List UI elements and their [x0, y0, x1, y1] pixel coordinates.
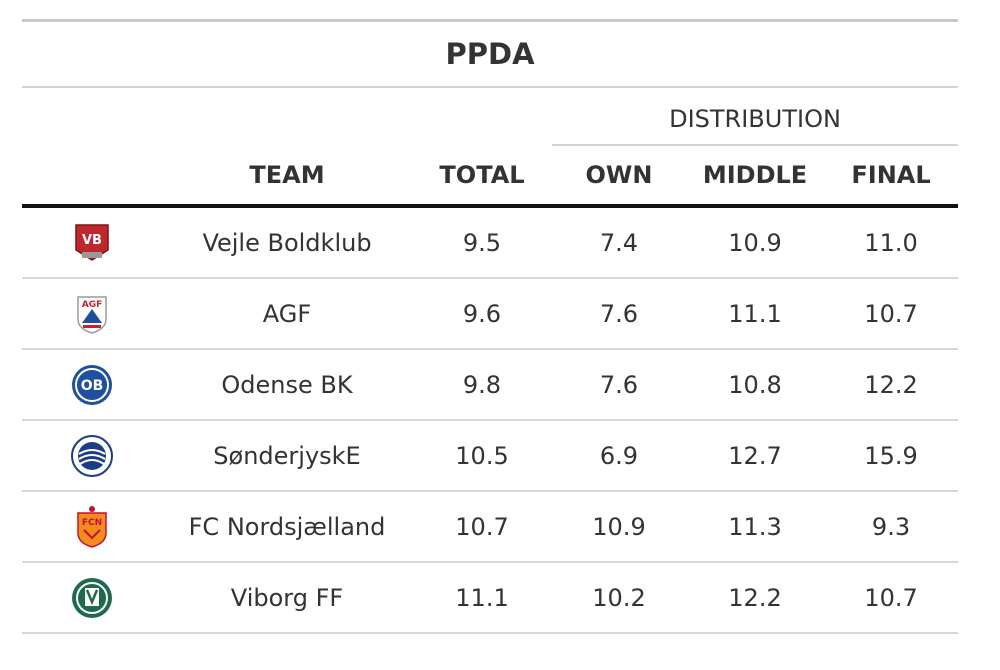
middle-value: 12.2	[686, 562, 824, 634]
middle-value: 10.9	[686, 206, 824, 279]
own-value: 10.9	[552, 491, 686, 563]
team-logo: VB	[22, 206, 162, 279]
team-logo: OB	[22, 349, 162, 421]
header-row: TEAM TOTAL OWN MIDDLE FINAL	[22, 146, 959, 208]
top-rule	[22, 19, 958, 22]
middle-value: 12.7	[686, 420, 824, 492]
team-name: SønderjyskE	[162, 420, 412, 492]
team-name: FC Nordsjælland	[162, 491, 412, 563]
viborg-crest-icon	[72, 577, 112, 618]
vejle-crest-icon: VB	[75, 223, 109, 261]
final-value: 12.2	[824, 349, 959, 421]
final-value: 10.7	[824, 562, 959, 634]
svg-text:VB: VB	[82, 233, 102, 248]
logo-header	[22, 146, 162, 208]
team-name: Vejle Boldklub	[162, 206, 412, 279]
svg-text:FCN: FCN	[82, 518, 102, 528]
total-value: 11.1	[412, 562, 552, 634]
agf-crest-icon: AGF	[77, 295, 107, 334]
final-value: 15.9	[824, 420, 959, 492]
table-row: FCN FC Nordsjælland 10.7 10.9 11.3 9.3	[22, 491, 959, 563]
fcn-crest-icon: FCN	[77, 505, 107, 548]
total-header: TOTAL	[412, 146, 552, 208]
distribution-spanner: DISTRIBUTION	[552, 88, 959, 146]
table-title: PPDA	[22, 22, 958, 88]
team-header: TEAM	[162, 146, 412, 208]
total-value: 9.6	[412, 278, 552, 350]
ppda-table-container: PPDA DISTRIBUTION TEAM TOTAL OWN MIDDLE …	[22, 19, 959, 634]
ppda-table: DISTRIBUTION TEAM TOTAL OWN MIDDLE FINAL	[22, 88, 959, 634]
spanner-row: DISTRIBUTION	[22, 88, 959, 146]
svg-text:OB: OB	[81, 378, 104, 394]
svg-text:AGF: AGF	[82, 300, 103, 310]
team-name: AGF	[162, 278, 412, 350]
own-value: 6.9	[552, 420, 686, 492]
team-logo	[22, 562, 162, 634]
own-value: 10.2	[552, 562, 686, 634]
team-logo: AGF	[22, 278, 162, 350]
table-row: Viborg FF 11.1 10.2 12.2 10.7	[22, 562, 959, 634]
middle-value: 11.1	[686, 278, 824, 350]
total-value: 10.7	[412, 491, 552, 563]
own-value: 7.6	[552, 349, 686, 421]
middle-header: MIDDLE	[686, 146, 824, 208]
final-header: FINAL	[824, 146, 959, 208]
ob-crest-icon: OB	[72, 364, 112, 405]
total-value: 9.5	[412, 206, 552, 279]
middle-value: 11.3	[686, 491, 824, 563]
distribution-spanner-label: DISTRIBUTION	[552, 105, 959, 146]
team-logo: FCN	[22, 491, 162, 563]
team-name: Viborg FF	[162, 562, 412, 634]
team-name: Odense BK	[162, 349, 412, 421]
total-value: 9.8	[412, 349, 552, 421]
table-row: AGF AGF 9.6 7.6 11.1 10.7	[22, 278, 959, 350]
final-value: 10.7	[824, 278, 959, 350]
total-value: 10.5	[412, 420, 552, 492]
own-value: 7.6	[552, 278, 686, 350]
own-value: 7.4	[552, 206, 686, 279]
final-value: 9.3	[824, 491, 959, 563]
table-row: VB Vejle Boldklub 9.5 7.4 10.9 11.0	[22, 206, 959, 279]
own-header: OWN	[552, 146, 686, 208]
table-row: OB Odense BK 9.8 7.6 10.8 12.2	[22, 349, 959, 421]
middle-value: 10.8	[686, 349, 824, 421]
team-logo	[22, 420, 162, 492]
final-value: 11.0	[824, 206, 959, 279]
table-row: SønderjyskE 10.5 6.9 12.7 15.9	[22, 420, 959, 492]
sonderjyske-crest-icon	[71, 434, 113, 477]
